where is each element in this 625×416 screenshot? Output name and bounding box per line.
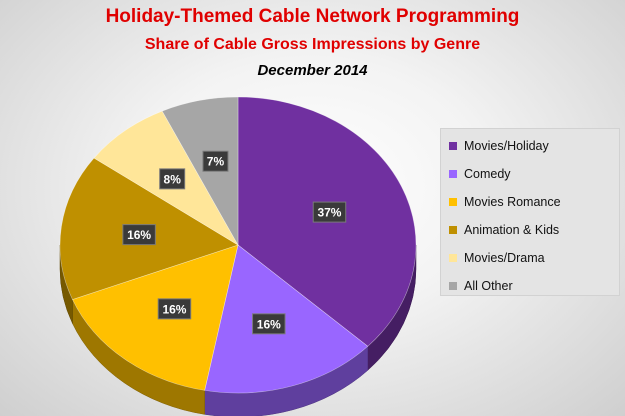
legend-item: Comedy [449,165,511,183]
legend-item: Movies/Drama [449,249,545,267]
legend-label: Animation & Kids [464,223,560,237]
legend-label: Movies/Holiday [464,139,549,153]
data-label-box [122,224,156,246]
legend-item: Movies Romance [449,193,561,211]
legend-item: Movies/Holiday [449,137,549,155]
legend-item: Animation & Kids [449,221,559,239]
data-label: 16% [162,302,186,316]
data-label-box [252,313,286,335]
chart-legend: Movies/Holiday Comedy Movies Romance Animat… [440,128,620,296]
pie-slice-all-other[interactable] [161,96,239,247]
data-label-box [202,150,229,172]
data-label: 37% [317,206,341,220]
pie-slice-comedy[interactable] [204,244,369,394]
chart-title: Holiday-Themed Cable Network Programming [105,6,520,27]
data-label-box [157,298,192,320]
legend-swatch [449,226,457,234]
data-label: 16% [127,228,151,242]
data-label-box [312,201,347,223]
legend-label: Comedy [464,167,511,181]
data-label: 7% [207,155,225,169]
pie-slice-movies-romance[interactable] [72,244,239,391]
legend-label: All Other [464,279,513,293]
legend-swatch [449,198,457,206]
data-label: 8% [164,172,182,186]
chart-period: December 2014 [257,62,368,79]
legend-label: Movies/Drama [464,251,545,265]
data-label: 16% [257,317,281,331]
legend-swatch [449,142,457,150]
legend-swatch [449,170,457,178]
legend-swatch [449,254,457,262]
legend-item: All Other [449,277,513,295]
legend-swatch [449,282,457,290]
data-label-box [159,168,186,190]
chart-subtitle: Share of Cable Gross Impressions by Genr… [144,36,481,53]
legend-label: Movies Romance [464,195,561,209]
